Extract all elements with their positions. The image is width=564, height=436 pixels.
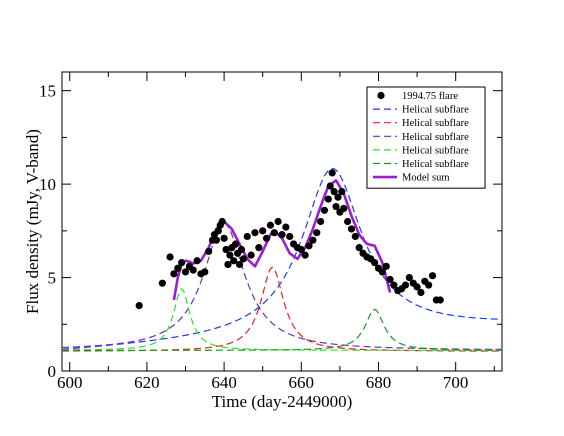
data-point	[305, 242, 313, 250]
component-curve-3	[61, 222, 503, 351]
x-tick-label: 660	[289, 373, 315, 392]
data-point	[324, 195, 332, 203]
y-axis-title: Flux density (mJy, V-band)	[23, 129, 42, 314]
data-point	[222, 245, 230, 254]
data-point	[166, 253, 174, 261]
data-point	[237, 245, 246, 254]
data-point	[274, 217, 282, 226]
axis-ticks: 600 620 640 660 680 700 0 5 10 15	[39, 72, 502, 392]
data-point	[247, 251, 255, 259]
data-point	[351, 232, 359, 241]
data-point	[326, 182, 334, 190]
legend-label: 1994.75 flare	[402, 91, 458, 102]
x-tick-label: 600	[57, 373, 83, 392]
data-point	[193, 257, 201, 265]
plot-frame	[61, 71, 503, 372]
data-point	[405, 273, 413, 282]
data-point	[301, 251, 309, 259]
data-point	[428, 272, 437, 280]
data-point	[278, 230, 286, 239]
data-point	[401, 281, 410, 289]
data-point	[313, 229, 321, 237]
data-point	[135, 301, 143, 310]
data-point	[230, 257, 238, 265]
x-tick-label: 620	[134, 373, 160, 392]
component-curves	[61, 167, 503, 352]
data-point	[214, 227, 222, 235]
y-tick-label: 15	[39, 82, 56, 101]
legend-marker-scatter	[377, 91, 385, 100]
data-point	[178, 259, 186, 267]
data-point	[259, 227, 267, 235]
data-point	[201, 268, 209, 276]
data-point	[224, 260, 232, 269]
data-point	[205, 247, 213, 255]
data-point	[417, 288, 425, 297]
data-point	[334, 193, 342, 201]
data-point	[282, 223, 290, 231]
legend-label: Model sum	[402, 173, 450, 184]
data-point	[320, 206, 329, 214]
data-point	[340, 204, 348, 213]
data-point	[170, 270, 178, 278]
data-point	[297, 245, 305, 254]
legend: 1994.75 flare Helical subflare Helical sub…	[366, 86, 486, 189]
legend-label: Helical subflare	[402, 118, 469, 129]
data-point	[189, 266, 197, 274]
component-curve-1	[61, 167, 503, 350]
data-point	[218, 217, 226, 226]
data-point	[347, 225, 356, 233]
data-point	[255, 244, 263, 252]
data-point	[232, 240, 240, 248]
legend-label: Helical subflare	[402, 159, 469, 170]
data-point	[220, 234, 228, 242]
x-tick-label: 640	[211, 373, 237, 392]
data-point	[212, 236, 220, 244]
data-point	[239, 255, 247, 263]
data-point	[317, 217, 325, 226]
data-point	[332, 202, 340, 211]
y-tick-label: 5	[48, 269, 57, 288]
legend-label: Helical subflare	[402, 132, 469, 143]
data-point	[270, 229, 278, 237]
data-point	[266, 221, 275, 229]
legend-box	[366, 86, 486, 189]
data-point	[262, 234, 271, 242]
data-point	[425, 281, 433, 289]
component-curve-5	[62, 308, 503, 351]
data-point	[328, 169, 336, 177]
x-tick-label: 680	[366, 373, 392, 392]
data-points	[135, 169, 444, 310]
legend-label: Helical subflare	[402, 145, 469, 156]
data-point	[371, 259, 379, 267]
component-curve-2	[62, 266, 502, 352]
x-tick-label: 700	[443, 373, 469, 392]
x-axis-title: Time (day-2449000)	[212, 392, 353, 411]
data-point	[355, 244, 363, 252]
data-point	[226, 251, 234, 259]
data-point	[235, 260, 244, 269]
y-tick-label: 10	[39, 175, 56, 194]
data-point	[344, 217, 352, 226]
legend-label: Helical subflare	[402, 105, 469, 116]
data-point	[382, 262, 390, 270]
data-point	[436, 296, 444, 304]
data-point	[243, 232, 251, 241]
data-point	[390, 281, 398, 289]
y-tick-label: 0	[48, 362, 57, 381]
data-point	[181, 268, 190, 276]
data-point	[386, 275, 394, 284]
data-point	[286, 232, 294, 241]
data-point	[413, 283, 421, 291]
data-point	[309, 236, 317, 244]
data-point	[330, 188, 338, 196]
data-point	[338, 188, 346, 196]
data-point	[378, 268, 386, 276]
data-point	[251, 229, 259, 237]
data-point	[174, 264, 182, 272]
data-point	[158, 279, 166, 287]
